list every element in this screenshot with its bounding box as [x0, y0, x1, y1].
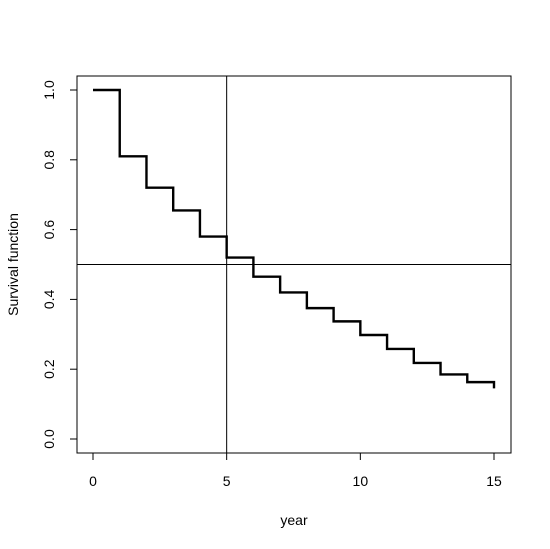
x-tick-label-3: 15: [486, 473, 502, 489]
x-tick-label-2: 10: [353, 473, 369, 489]
x-axis-title: year: [280, 512, 308, 528]
y-tick-label-4: 0.8: [41, 150, 57, 170]
plot-layer: 0 5 10 15 0.0 0.2 0.4 0.6 0.8 1.0: [41, 75, 512, 489]
y-tick-label-3: 0.6: [41, 220, 57, 240]
x-tick-label-0: 0: [89, 473, 97, 489]
y-tick-label-5: 1.0: [41, 80, 57, 100]
y-axis-title: Survival function: [5, 213, 21, 316]
y-tick-label-1: 0.2: [41, 359, 57, 379]
y-tick-label-2: 0.4: [41, 289, 57, 309]
y-tick-label-0: 0.0: [41, 429, 57, 449]
x-tick-label-1: 5: [223, 473, 231, 489]
survival-step-line: [93, 88, 496, 389]
